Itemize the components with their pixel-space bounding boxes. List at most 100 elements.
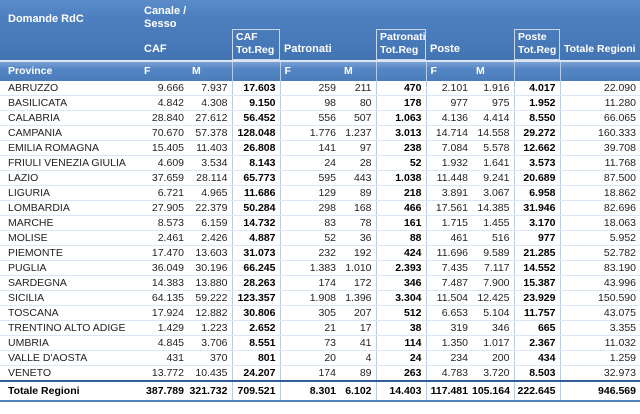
value-cell: 8.301 [280, 380, 340, 402]
value-cell: 22.379 [188, 200, 232, 216]
value-cell: 1.429 [140, 320, 188, 336]
value-cell: 129 [280, 185, 340, 201]
value-cell: 39.708 [560, 140, 640, 156]
total-label-cell: Totale Regioni [0, 380, 140, 402]
value-cell: 27.612 [188, 110, 232, 126]
value-cell: 43.996 [560, 275, 640, 291]
value-cell: 14.383 [140, 275, 188, 291]
table-row: SICILIA 64.135 59.222 123.357 1.908 1.396 3.30… [0, 290, 640, 306]
value-cell: 11.280 [560, 95, 640, 111]
region-name-cell: TOSCANA [0, 305, 140, 321]
poste-totreg-label: Poste Tot.Reg [518, 31, 557, 56]
value-cell: 1.063 [375, 110, 427, 126]
value-cell: 66.065 [560, 110, 640, 126]
region-name-cell: LOMBARDIA [0, 200, 140, 216]
value-cell: 709.521 [231, 380, 281, 402]
region-name-cell: CAMPANIA [0, 125, 140, 141]
value-cell: 11.448 [426, 170, 472, 186]
value-cell: 298 [280, 200, 340, 216]
value-cell: 7.487 [426, 275, 472, 291]
value-cell: 11.032 [560, 335, 640, 351]
region-name-cell: ABRUZZO [0, 81, 140, 96]
value-cell: 222.645 [513, 380, 561, 402]
table-row: FRIULI VENEZIA GIULIA 4.609 3.534 8.143 24 28… [0, 155, 640, 171]
value-cell: 8.550 [513, 110, 561, 126]
value-cell: 4.136 [426, 110, 472, 126]
value-cell: 346 [472, 320, 514, 336]
patronati-totreg-box: Patronati Tot.Reg [376, 29, 426, 60]
value-cell: 218 [375, 185, 427, 201]
value-cell: 174 [280, 365, 340, 382]
value-cell: 59.222 [188, 290, 232, 306]
caf-totreg-box: CAF Tot.Reg [232, 29, 280, 60]
value-cell: 2.367 [513, 335, 561, 351]
value-cell: 64.135 [140, 290, 188, 306]
value-cell: 3.013 [375, 125, 427, 141]
value-cell: 11.403 [188, 140, 232, 156]
page-title: Domande RdC [8, 13, 84, 25]
value-cell: 14.732 [231, 215, 281, 231]
value-cell: 3.573 [513, 155, 561, 171]
value-cell: 4.308 [188, 95, 232, 111]
value-cell: 9.150 [231, 95, 281, 111]
table-row: LAZIO 37.659 28.114 65.773 595 443 1.038 11.448… [0, 170, 640, 186]
value-cell: 13.772 [140, 365, 188, 382]
region-name-cell: TRENTINO ALTO ADIGE [0, 320, 140, 336]
value-cell: 65.773 [231, 170, 281, 186]
value-cell: 161 [375, 215, 427, 231]
value-cell: 23.929 [513, 290, 561, 306]
value-cell: 7.900 [472, 275, 514, 291]
table-row: VENETO 13.772 10.435 24.207 174 89 263 4.783 3.7… [0, 365, 640, 382]
region-name-cell: MARCHE [0, 215, 140, 231]
value-cell: 1.383 [280, 260, 340, 276]
value-cell: 31.073 [231, 245, 281, 261]
value-cell: 2.101 [426, 81, 472, 96]
value-cell: 36.049 [140, 260, 188, 276]
value-cell: 89 [340, 365, 376, 382]
table-row: VALLE D'AOSTA 431 370 801 20 4 24 234 200 434 1.25… [0, 350, 640, 366]
value-cell: 41 [340, 335, 376, 351]
value-cell: 4.965 [188, 185, 232, 201]
value-cell: 1.776 [280, 125, 340, 141]
value-cell: 24 [375, 350, 427, 366]
value-cell: 1.010 [340, 260, 376, 276]
value-cell: 10.435 [188, 365, 232, 382]
table-row: TOSCANA 17.924 12.882 30.806 305 207 512 6.653 5… [0, 305, 640, 321]
value-cell: 89 [340, 185, 376, 201]
region-name-cell: EMILIA ROMAGNA [0, 140, 140, 156]
value-cell: 37.659 [140, 170, 188, 186]
value-cell: 8.573 [140, 215, 188, 231]
value-cell: 4.887 [231, 230, 281, 246]
value-cell: 14.558 [472, 125, 514, 141]
value-cell: 1.952 [513, 95, 561, 111]
value-cell: 319 [426, 320, 472, 336]
region-name-cell: VENETO [0, 365, 140, 382]
value-cell: 20.689 [513, 170, 561, 186]
region-name-cell: UMBRIA [0, 335, 140, 351]
value-cell: 7.937 [188, 81, 232, 96]
region-name-cell: SARDEGNA [0, 275, 140, 291]
table-row: PIEMONTE 17.470 13.603 31.073 232 192 424 11.69… [0, 245, 640, 261]
value-cell: 3.067 [472, 185, 514, 201]
value-cell: 556 [280, 110, 340, 126]
caf-m-header: M [188, 62, 232, 81]
value-cell: 168 [340, 200, 376, 216]
value-cell: 12.882 [188, 305, 232, 321]
province-column-header: Province [0, 62, 140, 81]
value-cell: 424 [375, 245, 427, 261]
patronati-totreg-label: Patronati Tot.Reg [380, 31, 426, 56]
value-cell: 7.435 [426, 260, 472, 276]
table-row: ABRUZZO 9.666 7.937 17.603 259 211 470 2.101 1.9… [0, 81, 640, 96]
value-cell: 5.578 [472, 140, 514, 156]
value-cell: 4.842 [140, 95, 188, 111]
value-cell: 238 [375, 140, 427, 156]
value-cell: 18.862 [560, 185, 640, 201]
value-cell: 6.653 [426, 305, 472, 321]
table-row: EMILIA ROMAGNA 15.405 11.403 26.808 141 97 238… [0, 140, 640, 156]
value-cell: 1.715 [426, 215, 472, 231]
value-cell: 30.196 [188, 260, 232, 276]
value-cell: 470 [375, 81, 427, 96]
value-cell: 52 [280, 230, 340, 246]
value-cell: 7.084 [426, 140, 472, 156]
region-name-cell: LAZIO [0, 170, 140, 186]
